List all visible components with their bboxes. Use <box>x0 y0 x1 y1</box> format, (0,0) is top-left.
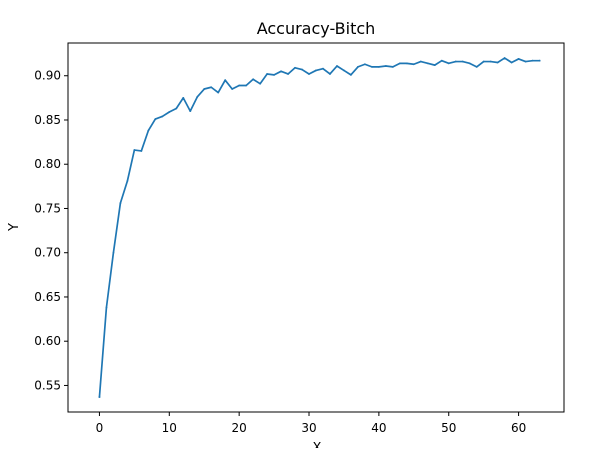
data-point <box>189 110 192 113</box>
plot-area-frame <box>67 42 565 413</box>
data-point <box>510 61 513 64</box>
data-point <box>147 129 150 132</box>
data-point <box>175 107 178 110</box>
data-point <box>461 60 464 63</box>
data-point <box>343 69 345 72</box>
data-point <box>482 60 485 63</box>
data-point <box>454 60 457 63</box>
data-point <box>524 60 527 63</box>
data-point <box>140 150 143 152</box>
data-point <box>329 73 331 75</box>
data-point <box>447 62 450 65</box>
data-point <box>357 65 359 68</box>
data-point <box>419 60 422 63</box>
data-point <box>161 115 164 118</box>
data-point <box>370 65 373 68</box>
x-axis-ticks: 0 10 20 30 40 50 60 <box>96 412 526 435</box>
data-point <box>308 73 310 75</box>
y-tick-label: 0.75 <box>34 201 61 215</box>
data-point <box>98 396 101 398</box>
data-point <box>217 91 220 94</box>
data-point <box>405 62 408 65</box>
data-point <box>126 180 129 182</box>
data-point <box>231 88 234 90</box>
y-tick-label: 0.90 <box>34 69 61 83</box>
data-point <box>210 86 213 89</box>
data-point <box>119 202 122 205</box>
data-point <box>266 73 268 75</box>
data-point <box>391 65 394 68</box>
data-point <box>384 65 387 67</box>
y-tick-label: 0.65 <box>34 290 61 304</box>
x-tick-label: 30 <box>301 421 316 435</box>
data-point <box>154 118 157 120</box>
data-point <box>245 84 248 87</box>
data-point <box>531 59 534 62</box>
data-point <box>252 78 255 81</box>
y-tick-label: 0.85 <box>34 113 61 127</box>
data-point <box>196 96 199 98</box>
data-point <box>301 68 303 71</box>
data-point <box>489 60 492 63</box>
data-point <box>433 64 436 67</box>
data-point <box>238 84 241 87</box>
data-point <box>398 62 401 65</box>
data-point <box>496 61 499 64</box>
y-tick-label: 0.70 <box>34 246 61 260</box>
data-point <box>412 63 415 66</box>
data-point <box>287 73 289 75</box>
data-point <box>273 73 275 76</box>
data-point <box>517 58 520 60</box>
chart-title: Accuracy-Bitch <box>257 19 376 38</box>
x-tick-label: 20 <box>232 421 247 435</box>
data-point <box>336 65 338 67</box>
series-line <box>98 57 541 398</box>
data-point <box>105 306 108 309</box>
y-tick-label: 0.80 <box>34 157 61 171</box>
x-tick-label: 10 <box>162 421 177 435</box>
data-point <box>475 65 478 68</box>
data-point <box>133 149 136 151</box>
data-point <box>503 57 506 59</box>
data-point <box>377 65 380 68</box>
x-tick-label: 40 <box>371 421 386 435</box>
data-point <box>203 88 206 90</box>
data-point <box>426 62 429 65</box>
data-point <box>259 82 262 85</box>
x-axis-label: X <box>313 441 322 448</box>
data-point <box>112 251 115 254</box>
y-axis-ticks: 0.55 0.60 0.65 0.70 0.75 0.80 0.85 0.90 <box>34 69 68 392</box>
x-tick-label: 50 <box>441 421 456 435</box>
x-tick-label: 60 <box>511 421 526 435</box>
data-point <box>280 70 282 73</box>
data-point <box>182 96 185 99</box>
data-point <box>440 59 443 62</box>
data-point <box>224 79 227 82</box>
data-point <box>168 111 171 113</box>
data-point <box>294 66 296 69</box>
y-axis-label: Y <box>7 223 22 232</box>
y-tick-label: 0.55 <box>34 378 61 392</box>
x-tick-label: 0 <box>96 421 104 435</box>
data-point <box>364 63 366 66</box>
data-point <box>468 62 471 65</box>
data-point <box>322 67 324 70</box>
y-tick-label: 0.60 <box>34 334 61 348</box>
data-point <box>315 69 317 72</box>
data-point <box>350 73 352 76</box>
data-point <box>538 59 541 62</box>
series-points <box>98 57 541 398</box>
